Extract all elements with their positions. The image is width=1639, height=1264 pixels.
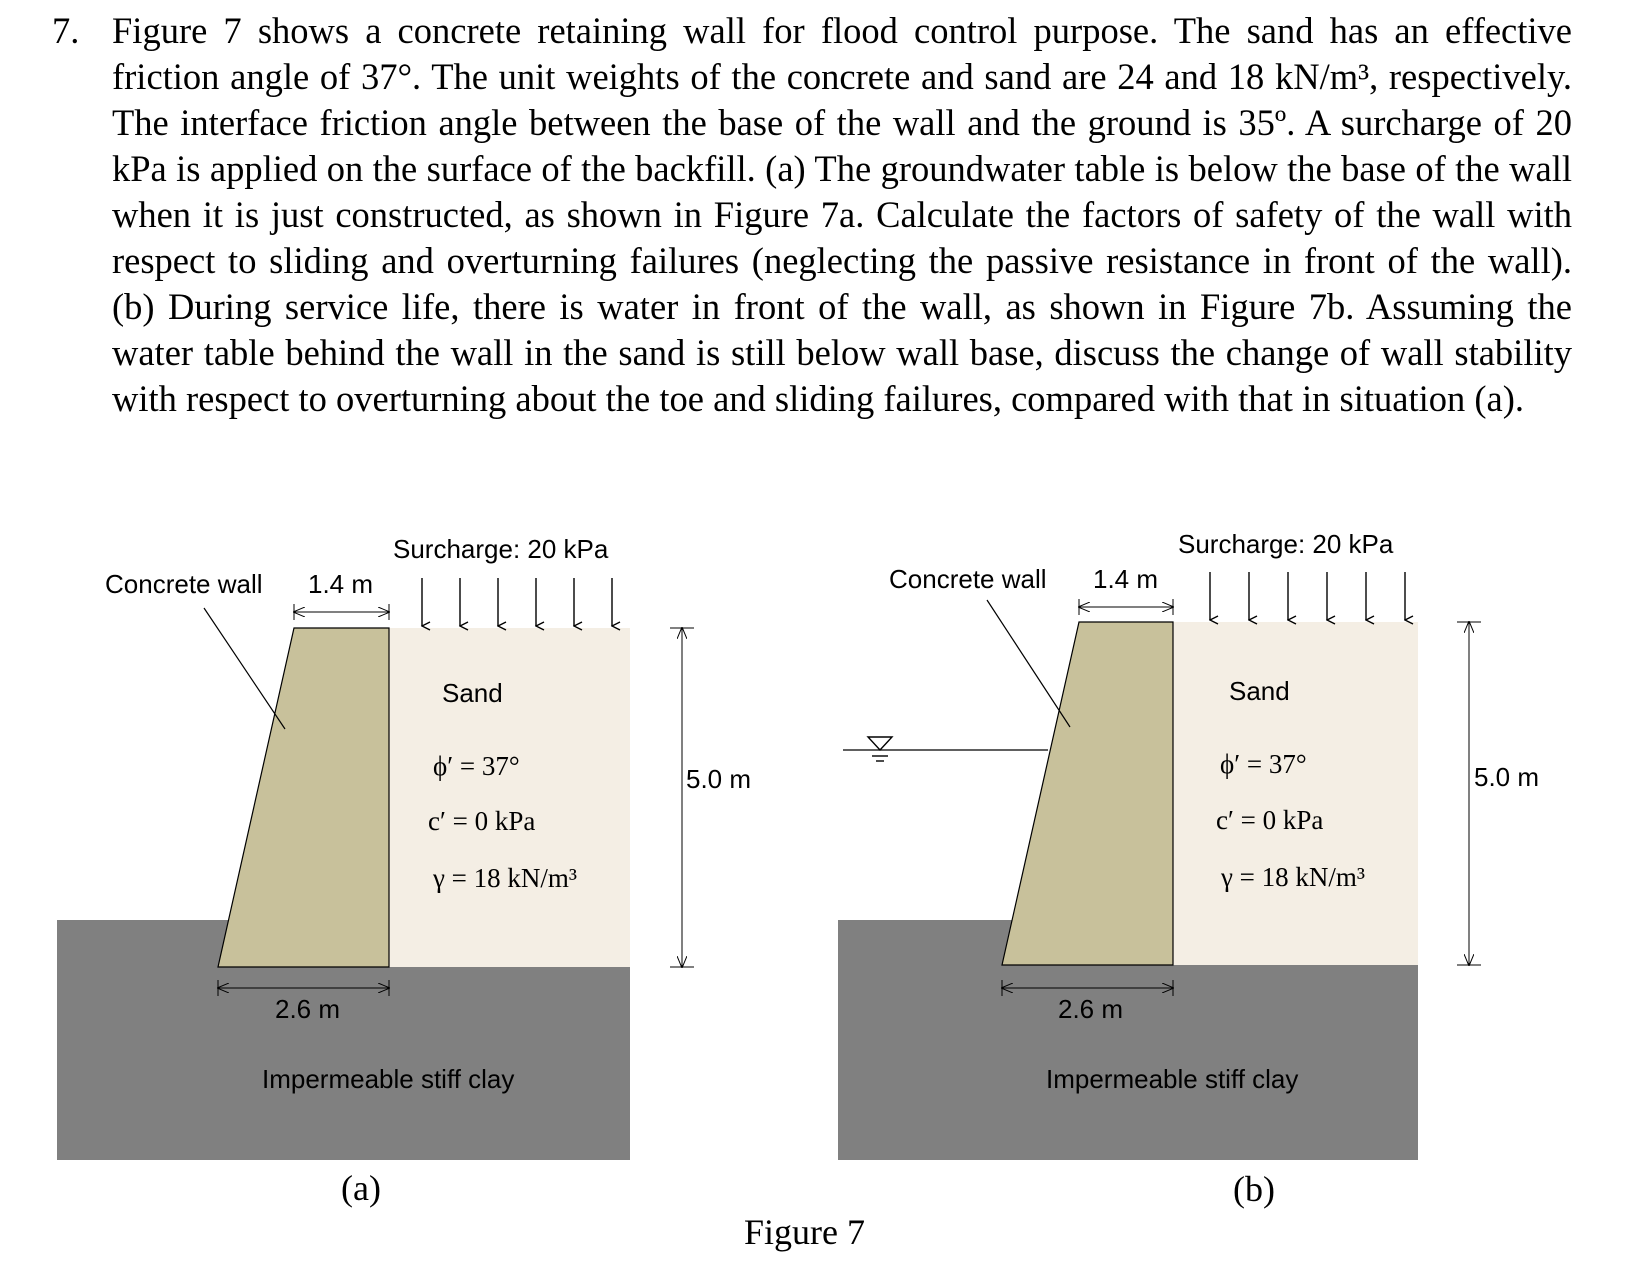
figure-a: Surcharge: 20 kPa Concrete wall 1.4 m Sa… (57, 534, 751, 1208)
concrete-wall-b (1001, 621, 1174, 966)
height-label-a: 5.0 m (686, 764, 751, 794)
question-number: 7. (52, 10, 80, 51)
sand-backfill-b (1173, 622, 1418, 965)
soil-name-a: Sand (442, 678, 503, 708)
surcharge-arrows-b (1210, 572, 1405, 620)
surcharge-label-a: Surcharge: 20 kPa (393, 534, 609, 564)
height-label-b: 5.0 m (1474, 762, 1539, 792)
figure-b: Surcharge: 20 kPa Concrete wall 1.4 m Sa… (838, 529, 1539, 1209)
sand-backfill-a (389, 628, 630, 967)
wall-pointer-b (986, 599, 1071, 728)
gamma-label-b: γ = 18 kN/m³ (1220, 862, 1365, 892)
caption-b: (b) (1233, 1169, 1275, 1209)
foundation-label-a: Impermeable stiff clay (262, 1064, 514, 1094)
question-block: 7. Figure 7 shows a concrete retaining w… (52, 8, 1572, 422)
cohesion-label-b: c′ = 0 kPa (1216, 805, 1323, 835)
foundation-label-b: Impermeable stiff clay (1046, 1064, 1298, 1094)
base-width-label-a: 2.6 m (275, 994, 340, 1024)
phi-label-b: ϕ′ = 37° (1220, 749, 1307, 779)
base-width-label-b: 2.6 m (1058, 994, 1123, 1024)
soil-name-b: Sand (1229, 676, 1290, 706)
top-width-label-a: 1.4 m (308, 569, 373, 599)
wall-pointer-a (203, 607, 286, 730)
cohesion-label-a: c′ = 0 kPa (428, 806, 535, 836)
gamma-label-a: γ = 18 kN/m³ (432, 863, 577, 893)
question-text: Figure 7 shows a concrete retaining wall… (112, 10, 1572, 419)
top-width-label-b: 1.4 m (1093, 564, 1158, 594)
wall-label-b: Concrete wall (889, 564, 1047, 594)
caption-a: (a) (341, 1168, 381, 1208)
surcharge-arrows-a (422, 578, 612, 626)
wall-label-a: Concrete wall (105, 569, 263, 599)
water-level-icon (866, 736, 894, 762)
phi-label-a: ϕ′ = 37° (433, 751, 520, 781)
surcharge-label-b: Surcharge: 20 kPa (1178, 529, 1394, 559)
concrete-wall-a (217, 627, 390, 968)
figure-caption: Figure 7 (744, 1212, 865, 1252)
